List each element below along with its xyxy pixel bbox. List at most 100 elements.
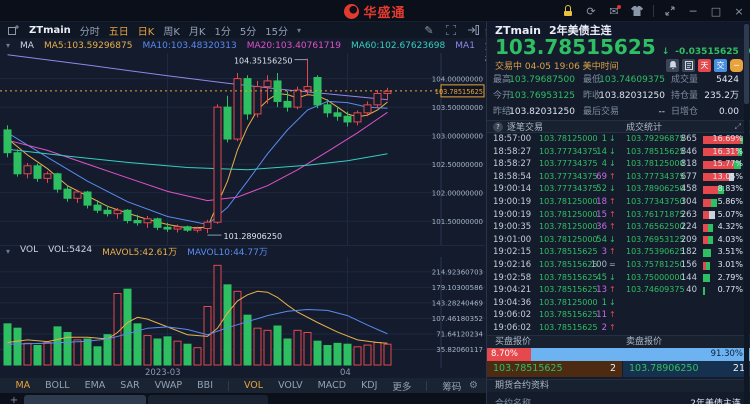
note-icon[interactable]: [682, 58, 695, 72]
stat-row[interactable]: 103.76562500 224 4.32%: [487, 221, 750, 234]
indicator-tab-KDJ[interactable]: KDJ: [361, 380, 378, 391]
indicator-tab-EMA[interactable]: EMA: [84, 380, 106, 391]
tick-row[interactable]: 19:02:58 103.78515625 45 ↓: [487, 272, 750, 285]
minimize-button[interactable]: ─: [689, 4, 697, 18]
tick-row[interactable]: 19:00:14 103.77734375 52 ↓: [487, 183, 750, 196]
tab-tick-trades[interactable]: 逐笔交易: [507, 123, 544, 133]
tick-time: 19:00:35: [493, 222, 532, 233]
dock-panel-icon[interactable]: [466, 23, 480, 37]
indicator-tab-BOLL[interactable]: BOLL: [45, 380, 70, 391]
best-ask[interactable]: 103.78906250 21: [623, 361, 750, 377]
stat-pct: 8.83%: [717, 184, 743, 194]
indicator-tab-SAR[interactable]: SAR: [120, 380, 140, 391]
tick-row[interactable]: 19:04:21 103.78515625 13 ↑: [487, 284, 750, 297]
settings-gear-icon[interactable]: ⚙: [469, 380, 478, 391]
new-window-icon[interactable]: [6, 23, 20, 37]
help-icon[interactable]: ?: [493, 121, 503, 132]
down-arrow-icon: ↓: [609, 234, 616, 244]
stat-price: 103.75781250: [626, 260, 685, 269]
stat-row[interactable]: 103.76171875 263 5.07%: [487, 209, 750, 222]
tick-row[interactable]: 19:06:02 103.78515625 2 ↑: [487, 322, 750, 335]
tick-row[interactable]: 19:04:36 103.78125000 1 ↓: [487, 297, 750, 310]
collapse-caret-icon[interactable]: ▾: [6, 247, 11, 256]
expand-list-icon[interactable]: ⤢: [734, 121, 741, 131]
add-layout-icon[interactable]: +: [9, 395, 19, 404]
draw-pencil-icon[interactable]: ✎: [424, 23, 434, 37]
theme-shirt-icon[interactable]: [630, 4, 644, 18]
tick-row[interactable]: 19:01:00 103.78125000 54 ↓: [487, 234, 750, 247]
stat-pct: 16.69%: [712, 134, 743, 143]
stat-row[interactable]: 103.78906250 458 8.83%: [487, 183, 750, 196]
stat-price: 103.78125000: [626, 159, 685, 169]
stat-row[interactable]: 103.75781250 156 3.01%: [487, 259, 750, 272]
tick-row[interactable]: 18:58:27 103.77734375 4 ↓: [487, 158, 750, 171]
period-tab-五日[interactable]: 五日: [109, 23, 129, 38]
maximize-button[interactable]: □: [710, 4, 722, 18]
tick-row[interactable]: 18:58:27 103.77734375 14 ↓: [487, 146, 750, 159]
tick-row[interactable]: 19:06:02 103.78515625 11 ↑: [487, 309, 750, 322]
action-button-2[interactable]: 交: [714, 58, 727, 72]
tick-time: 19:00:14: [493, 184, 532, 195]
period-tab-15分[interactable]: 15分: [265, 26, 288, 38]
indicator-tab-MA[interactable]: MA: [15, 380, 31, 391]
volume-chart[interactable]: 214.92360703 179.10300586 143.28240469 107.…: [0, 257, 485, 368]
indicator-tab-BBI[interactable]: BBI: [197, 380, 213, 391]
close-button[interactable]: ×: [734, 4, 744, 18]
candlestick-chart[interactable]: 103.78515625 104.00000000 103.50000000 103.…: [0, 53, 485, 245]
collapse-panel-button[interactable]: ─: [730, 58, 743, 72]
tab-trade-stats[interactable]: 成交统计: [626, 123, 663, 133]
stat-count: 263: [680, 209, 697, 220]
action-button-1[interactable]: 天: [698, 58, 711, 72]
stat-row[interactable]: 103.79296875 865 16.69%: [487, 133, 750, 146]
tick-row[interactable]: 19:00:35 103.78125000 36 ↑: [487, 221, 750, 234]
trade-lists[interactable]: 18:57:00 103.78125000 1 ↓ 18:58:27 103.777343…: [487, 133, 750, 335]
mail-icon[interactable]: ✉: [607, 4, 621, 18]
period-tab-1分[interactable]: 1分: [214, 26, 231, 38]
tick-row[interactable]: 19:02:15 103.78515625 3 ↑: [487, 246, 750, 259]
layout-tab-active[interactable]: [24, 395, 146, 404]
ma-value: MA5:103.59296875: [43, 40, 133, 51]
stat-row[interactable]: 103.74609375 40 0.77%: [487, 284, 750, 297]
alert-bell-icon[interactable]: [666, 58, 679, 72]
popout-icon[interactable]: [663, 4, 677, 18]
divider: [653, 5, 654, 17]
tick-row[interactable]: 18:58:54 103.77734375 69 ↑: [487, 171, 750, 184]
more-periods-caret-icon[interactable]: ▾: [296, 25, 301, 35]
info-value-昨结: 103.82031250: [509, 107, 575, 117]
market-status-row: 交易中 04-05 19:06 美中时间 天 交 ─: [487, 58, 750, 72]
fullscreen-icon[interactable]: [444, 23, 458, 37]
indicator-tab-筹码[interactable]: 筹码: [442, 381, 462, 393]
stat-row[interactable]: 103.78125000 818 15.77%: [487, 158, 750, 171]
stat-bar: [703, 248, 712, 257]
tick-row[interactable]: 19:02:16 103.78515625 100 =: [487, 259, 750, 272]
indicator-tab-MACD[interactable]: MACD: [317, 380, 347, 391]
indicator-tab-VWAP[interactable]: VWAP: [154, 380, 183, 391]
indicator-tab-VOLV[interactable]: VOLV: [278, 380, 303, 391]
stat-row[interactable]: 103.76953125 209 4.03%: [487, 234, 750, 247]
stat-pct: 4.32%: [717, 222, 743, 232]
layout-tab[interactable]: [148, 395, 268, 404]
indicator-tab-更多[interactable]: 更多: [392, 381, 412, 393]
tick-row[interactable]: 19:00:19 103.78125000 18 ↑: [487, 196, 750, 209]
refresh-icon[interactable]: ⟳: [586, 4, 596, 18]
stat-row[interactable]: 103.77343750 304 5.86%: [487, 196, 750, 209]
vertical-scrollbar[interactable]: [744, 22, 749, 404]
bar-seg: [706, 261, 711, 270]
stat-row[interactable]: 103.77734375 677 13.05%: [487, 171, 750, 184]
stat-row[interactable]: 103.75390625 182 3.51%: [487, 246, 750, 259]
period-tab-分时[interactable]: 分时: [79, 26, 100, 38]
stat-row[interactable]: 103.75000000 144 2.79%: [487, 272, 750, 285]
tick-row[interactable]: 19:00:19 103.78125000 15 ↑: [487, 209, 750, 222]
stat-row[interactable]: 103.78515625 846 16.31%: [487, 146, 750, 159]
tick-row[interactable]: 18:57:00 103.78125000 1 ↓: [487, 133, 750, 146]
period-tab-日K[interactable]: 日K: [137, 26, 155, 38]
period-tab-5分[interactable]: 5分: [239, 26, 257, 38]
indicator-tab-VOL[interactable]: VOL: [243, 380, 264, 391]
best-bid[interactable]: 103.78515625 2: [487, 361, 622, 377]
lock-icon[interactable]: [561, 4, 575, 18]
scrollbar-thumb[interactable]: [744, 24, 749, 104]
period-tab-周K[interactable]: 周K: [163, 26, 180, 38]
collapse-caret-icon[interactable]: ▾: [6, 41, 11, 50]
period-tab-月K[interactable]: 月K: [188, 26, 206, 38]
logo-text: 华盛通: [363, 5, 406, 21]
